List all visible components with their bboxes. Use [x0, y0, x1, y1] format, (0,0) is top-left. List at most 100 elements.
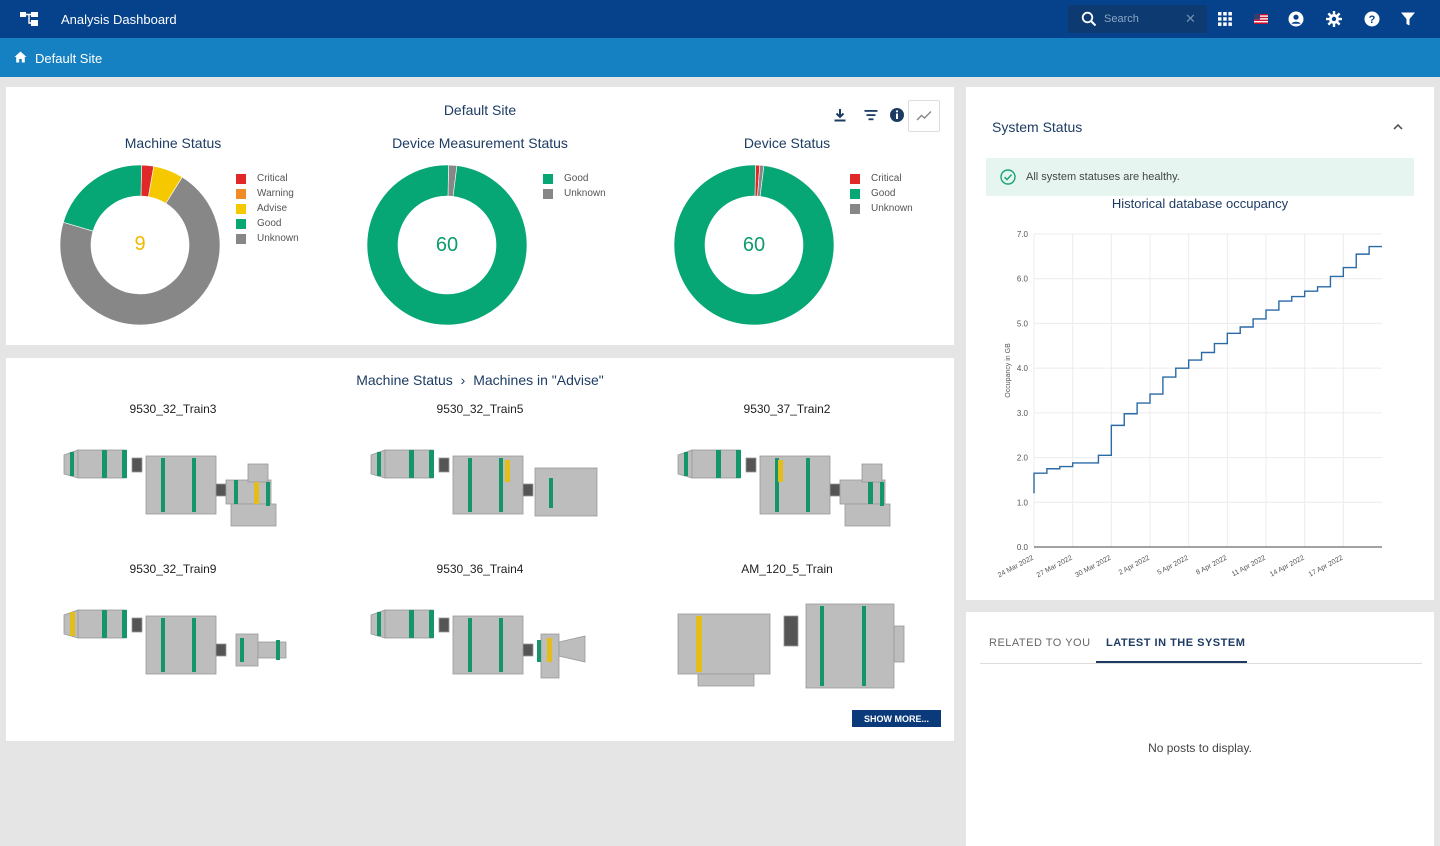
sort-icon[interactable] [863, 107, 879, 123]
device-measurement-legend: Good Unknown [543, 171, 606, 201]
breadcrumb-root[interactable]: Machine Status [356, 372, 453, 388]
tab-related-to-you[interactable]: RELATED TO YOU [989, 637, 1091, 649]
occupancy-series-line[interactable] [1033, 245, 1382, 494]
machine-status-donut[interactable] [59, 164, 221, 326]
occupancy-line-chart[interactable]: 0.0 1.0 2.0 3.0 4.0 5.0 6.0 7.0 24 Mar 2022 27 Ma… [986, 217, 1414, 597]
occupancy-chart-title: Historical database occupancy [1111, 196, 1289, 211]
check-circle-icon [1000, 169, 1016, 185]
donut-segment-good[interactable] [673, 164, 835, 326]
y-tick-label: 2.0 [1017, 454, 1029, 463]
posts-card: RELATED TO YOU LATEST IN THE SYSTEM No p… [966, 612, 1434, 846]
breadcrumb-current: Machines in "Advise" [473, 372, 604, 388]
legend-swatch [236, 233, 246, 244]
donut-segment-good[interactable] [62, 164, 142, 232]
machine-name[interactable]: 9530_32_Train9 [129, 562, 217, 576]
machine-name[interactable]: 9530_37_Train2 [743, 402, 831, 416]
machine-name[interactable]: 9530_36_Train4 [436, 562, 524, 576]
apps-grid-icon[interactable] [1217, 11, 1233, 27]
legend-label: Critical [871, 173, 902, 184]
machines-breadcrumb: Machine Status › Machines in "Advise" [6, 372, 954, 388]
us-flag-icon[interactable] [1254, 14, 1268, 24]
user-icon[interactable] [1288, 11, 1304, 27]
legend-label: Good [564, 173, 589, 184]
x-tick-label: 30 Mar 2022 [1074, 555, 1112, 580]
machine-train-diagram[interactable] [56, 420, 306, 530]
system-status-card: System Status All system statuses are he… [966, 87, 1434, 600]
legend-label: Good [871, 188, 896, 199]
legend-swatch [850, 173, 860, 184]
site-breadcrumb[interactable]: Default Site [35, 51, 103, 66]
x-tick-label: 5 Apr 2022 [1156, 555, 1189, 577]
legend-item[interactable]: Good [850, 186, 913, 201]
tab-latest-in-system[interactable]: LATEST IN THE SYSTEM [1106, 637, 1246, 649]
legend-label: Good [257, 218, 282, 229]
x-tick-label: 2 Apr 2022 [1118, 555, 1151, 577]
legend-item[interactable]: Critical [850, 171, 913, 186]
machine-name[interactable]: AM_120_5_Train [741, 562, 833, 576]
download-icon[interactable] [832, 107, 848, 123]
y-axis-label: Occupancy in GB [1005, 343, 1012, 398]
machine-train-diagram[interactable] [56, 580, 306, 690]
legend-swatch [236, 173, 246, 184]
filter-icon[interactable] [1400, 11, 1416, 27]
legend-label: Unknown [564, 188, 606, 199]
legend-item[interactable]: Unknown [850, 201, 913, 216]
device-measurement-donut[interactable] [366, 164, 528, 326]
trend-chart-icon [916, 111, 932, 121]
device-status-chart-title: Device Status [743, 135, 831, 151]
device-status-donut[interactable] [673, 164, 835, 326]
app-logo-icon[interactable] [20, 12, 38, 26]
gear-icon[interactable] [1326, 11, 1342, 27]
system-status-title: System Status [992, 119, 1083, 135]
machine-name[interactable]: 9530_32_Train5 [436, 402, 524, 416]
legend-label: Warning [257, 188, 294, 199]
y-tick-label: 1.0 [1017, 498, 1029, 507]
y-tick-label: 3.0 [1017, 409, 1029, 418]
legend-item[interactable]: Unknown [236, 231, 299, 246]
clear-icon[interactable]: ✕ [1185, 11, 1196, 26]
search-box[interactable]: ✕ [1068, 5, 1207, 33]
chevron-up-icon[interactable] [1391, 120, 1405, 134]
machine-train-diagram[interactable] [363, 420, 613, 530]
legend-swatch [543, 173, 553, 184]
y-tick-label: 5.0 [1017, 319, 1029, 328]
machine-status-count: 9 [134, 233, 146, 255]
x-tick-label: 14 Apr 2022 [1269, 555, 1306, 579]
app-title: Analysis Dashboard [61, 12, 177, 27]
help-icon[interactable]: ? [1364, 11, 1380, 27]
legend-item[interactable]: Good [236, 216, 299, 231]
empty-posts-message: No posts to display. [1148, 741, 1252, 755]
legend-label: Unknown [871, 203, 913, 214]
y-tick-label: 4.0 [1017, 364, 1029, 373]
show-more-button[interactable]: SHOW MORE... [852, 710, 941, 727]
top-bar: Analysis Dashboard ✕ [0, 0, 1440, 38]
active-tab-indicator [1096, 661, 1247, 663]
donut-segment-good[interactable] [366, 164, 528, 326]
info-icon[interactable] [889, 107, 905, 123]
trend-toggle-button[interactable] [908, 100, 940, 132]
x-tick-label: 8 Apr 2022 [1195, 555, 1228, 577]
health-message: All system statuses are healthy. [1026, 171, 1180, 183]
home-icon[interactable] [14, 51, 27, 63]
machine-train-diagram[interactable] [670, 420, 920, 530]
y-tick-label: 0.0 [1017, 543, 1029, 552]
overview-title: Default Site [443, 102, 517, 118]
y-tick-label: 7.0 [1017, 230, 1029, 239]
machine-train-diagram[interactable] [670, 580, 920, 690]
legend-item[interactable]: Good [543, 171, 606, 186]
device-status-count: 60 [742, 234, 766, 256]
legend-item[interactable]: Critical [236, 171, 299, 186]
legend-swatch [236, 188, 246, 199]
machine-status-legend: Critical Warning Advise Good Unknown [236, 171, 299, 246]
legend-item[interactable]: Warning [236, 186, 299, 201]
y-tick-label: 6.0 [1017, 275, 1029, 284]
search-input[interactable] [1104, 9, 1184, 29]
legend-swatch [236, 218, 246, 229]
legend-item[interactable]: Unknown [543, 186, 606, 201]
legend-item[interactable]: Advise [236, 201, 299, 216]
machine-train-diagram[interactable] [363, 580, 613, 690]
x-tick-label: 11 Apr 2022 [1231, 555, 1267, 579]
donut-segment-unknown[interactable] [59, 176, 221, 326]
machine-name[interactable]: 9530_32_Train3 [129, 402, 217, 416]
x-tick-label: 24 Mar 2022 [997, 555, 1035, 580]
